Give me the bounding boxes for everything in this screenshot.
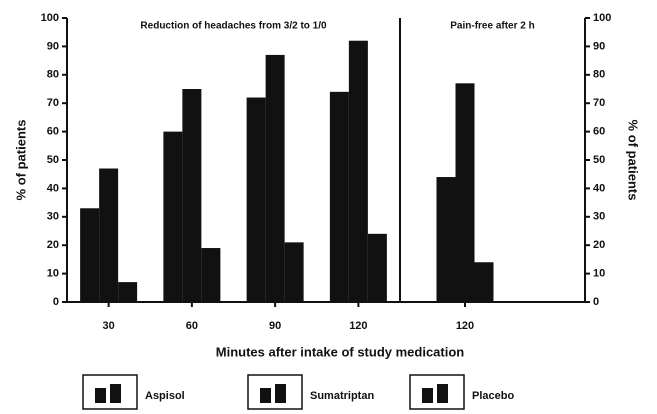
panel-title: Pain-free after 2 h — [450, 21, 534, 32]
x-tick-label: 120 — [456, 320, 474, 332]
y-tick-label: 30 — [47, 211, 59, 223]
y2-tick-label: 50 — [593, 154, 605, 166]
y-tick-label: 80 — [47, 69, 59, 81]
y2-tick-label: 90 — [593, 40, 605, 52]
y2-tick-label: 0 — [593, 296, 599, 308]
y2-tick-label: 100 — [593, 12, 611, 24]
legend-swatch — [260, 388, 271, 403]
legend-swatch — [275, 384, 286, 403]
bar — [80, 208, 100, 302]
legend-label: Aspisol — [145, 390, 185, 402]
legend-box — [247, 374, 303, 410]
x-tick-label: 120 — [349, 320, 367, 332]
y2-tick-label: 30 — [593, 211, 605, 223]
y-tick-label: 60 — [47, 126, 59, 138]
legend-swatch — [422, 388, 433, 403]
y2-tick-label: 70 — [593, 97, 605, 109]
bar — [348, 40, 368, 302]
bar — [284, 242, 304, 302]
y-tick-label: 0 — [53, 296, 59, 308]
x-axis-label: Minutes after intake of study medication — [216, 344, 465, 359]
legend-box — [82, 374, 138, 410]
bar — [201, 248, 221, 302]
y-tick-label: 100 — [41, 12, 59, 24]
y-tick-label: 90 — [47, 40, 59, 52]
bar — [99, 168, 119, 302]
panel-title: Reduction of headaches from 3/2 to 1/0 — [140, 21, 327, 32]
bar — [367, 233, 387, 302]
legend-swatch — [437, 384, 448, 403]
y2-tick-label: 80 — [593, 69, 605, 81]
y-tick-label: 50 — [47, 154, 59, 166]
x-tick-label: 60 — [186, 320, 198, 332]
legend-box — [409, 374, 465, 410]
legend-swatch — [110, 384, 121, 403]
bar — [118, 282, 138, 302]
y-tick-label: 70 — [47, 97, 59, 109]
bar — [265, 54, 285, 302]
y2-axis-label: % of patients — [626, 120, 641, 201]
y-tick-label: 10 — [47, 268, 59, 280]
bar — [182, 89, 202, 302]
x-tick-label: 30 — [103, 320, 115, 332]
y-axis-label: % of patients — [13, 120, 28, 201]
y-tick-label: 20 — [47, 239, 59, 251]
bar — [163, 131, 183, 302]
y2-tick-label: 40 — [593, 182, 605, 194]
bar — [246, 97, 266, 303]
y2-tick-label: 20 — [593, 239, 605, 251]
bar — [436, 177, 456, 302]
legend-label: Sumatriptan — [310, 390, 374, 402]
y2-tick-label: 10 — [593, 268, 605, 280]
y2-tick-label: 60 — [593, 126, 605, 138]
legend-label: Placebo — [472, 390, 514, 402]
x-tick-label: 90 — [269, 320, 281, 332]
y-tick-label: 40 — [47, 182, 59, 194]
bar — [455, 83, 475, 302]
bar — [329, 91, 349, 302]
bar — [474, 262, 494, 302]
legend-swatch — [95, 388, 106, 403]
